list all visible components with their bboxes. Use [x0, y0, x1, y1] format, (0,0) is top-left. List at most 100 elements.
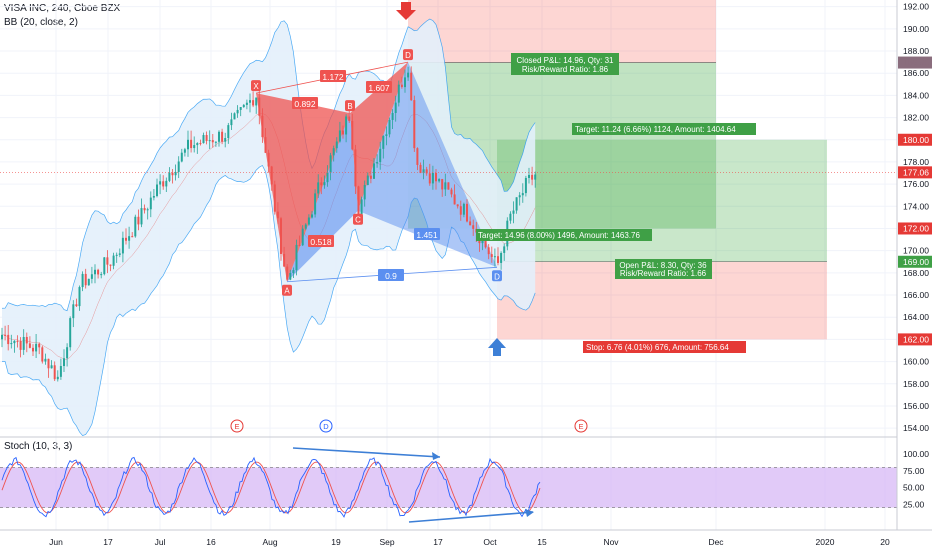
- candle-body: [112, 255, 115, 266]
- candle-body: [174, 171, 177, 176]
- long-target-label: Target: 11.24 (6.66%) 1124, Amount: 1404…: [575, 125, 736, 134]
- candle-body: [518, 195, 521, 198]
- candle-body: [379, 148, 382, 163]
- event-marker: [574, 419, 588, 433]
- candle-body: [497, 256, 499, 263]
- candle-body: [94, 269, 96, 275]
- pattern-point-badge: [282, 284, 292, 296]
- pattern-point-badge: [353, 213, 363, 225]
- stoch-divergence-top: [292, 447, 441, 458]
- candle-body: [187, 139, 189, 150]
- candle-body: [41, 347, 44, 362]
- stoch-tick: 75.00: [903, 466, 925, 476]
- candle-body: [524, 177, 527, 194]
- time-tick: 2020: [816, 537, 835, 547]
- candle-body: [484, 238, 487, 248]
- price-tick: 160.00: [903, 357, 929, 367]
- ratio-label: 0.9: [385, 271, 397, 281]
- price-tick: 170.00: [903, 246, 929, 256]
- candle-body: [140, 208, 143, 225]
- candle-body: [56, 376, 59, 380]
- candle-body: [490, 254, 493, 257]
- ratio-badge: [366, 81, 392, 93]
- price-axis-label-bg: [898, 56, 932, 69]
- candle-body: [4, 334, 7, 336]
- candle-body: [267, 152, 270, 167]
- candle-body: [252, 100, 255, 106]
- candle-body: [509, 213, 512, 221]
- pattern-xab: [256, 93, 350, 282]
- candle-body: [183, 149, 186, 153]
- price-tick: 188.00: [903, 46, 929, 56]
- candle-body: [363, 185, 366, 200]
- candle-body: [162, 181, 165, 187]
- time-tick: 20: [880, 537, 890, 547]
- candle-body: [28, 343, 31, 348]
- candle-body: [301, 228, 304, 246]
- candle-body: [512, 210, 515, 214]
- candle-body: [469, 221, 472, 226]
- candle-body: [66, 347, 69, 359]
- ratio-label: 1.451: [416, 230, 438, 240]
- candle-body: [125, 237, 127, 241]
- candle-body: [407, 72, 410, 78]
- candle-body: [230, 119, 233, 126]
- stoch-band: [0, 467, 897, 508]
- long-profit-zone: [497, 139, 827, 262]
- candle-body: [190, 139, 193, 149]
- candle-body: [149, 197, 152, 210]
- candle-body: [72, 304, 75, 319]
- candle-body: [81, 273, 84, 288]
- candle-body: [118, 253, 121, 255]
- stoch-tick: 100.00: [903, 449, 929, 459]
- pattern-point-label: C: [355, 216, 361, 225]
- candle-body: [354, 149, 357, 187]
- candle-body: [425, 169, 428, 174]
- candle-body: [131, 236, 134, 238]
- long-signal-arrow: [488, 338, 506, 356]
- candle-body: [69, 318, 72, 348]
- candle-body: [75, 304, 78, 307]
- candle-body: [521, 193, 524, 196]
- candle-body: [317, 182, 320, 194]
- candle-body: [323, 182, 326, 186]
- candle-body: [258, 97, 261, 116]
- candle-body: [357, 186, 360, 218]
- candle-body: [534, 174, 537, 180]
- time-tick: Nov: [603, 537, 619, 547]
- candle-body: [366, 175, 369, 186]
- price-tick: 164.00: [903, 312, 929, 322]
- candle-body: [472, 225, 475, 229]
- candle-body: [280, 218, 282, 254]
- pattern-bcd: [350, 62, 408, 211]
- pattern-point-label: D: [405, 51, 411, 60]
- indicator-title: BB (20, close, 2): [4, 17, 78, 28]
- ratio-label: 1.607: [368, 83, 390, 93]
- price-tick: 184.00: [903, 90, 929, 100]
- event-marker-label: E: [578, 422, 583, 431]
- candle-body: [435, 173, 437, 182]
- candle-body: [326, 172, 329, 183]
- stoch-d-line: [1, 461, 541, 514]
- candle-body: [218, 131, 220, 142]
- candle-body: [286, 266, 289, 280]
- event-marker: [230, 419, 244, 433]
- time-tick: 15: [537, 537, 547, 547]
- price-tick: 154.00: [903, 423, 929, 433]
- candle-body: [25, 336, 28, 344]
- ratio-badge: [308, 235, 334, 247]
- candle-body: [63, 358, 65, 367]
- time-tick: Aug: [262, 537, 277, 547]
- candle-body: [245, 102, 248, 105]
- candle-body: [152, 196, 155, 198]
- time-tick: 16: [206, 537, 216, 547]
- long-result-line2: Risk/Reward Ratio: 1.66: [620, 269, 707, 278]
- candle-body: [462, 203, 465, 215]
- price-axis-label: 180.00: [903, 135, 929, 145]
- candle-body: [146, 209, 149, 211]
- candle-body: [438, 179, 441, 182]
- candle-body: [528, 174, 530, 178]
- candle-body: [100, 274, 103, 276]
- candle-body: [500, 252, 503, 263]
